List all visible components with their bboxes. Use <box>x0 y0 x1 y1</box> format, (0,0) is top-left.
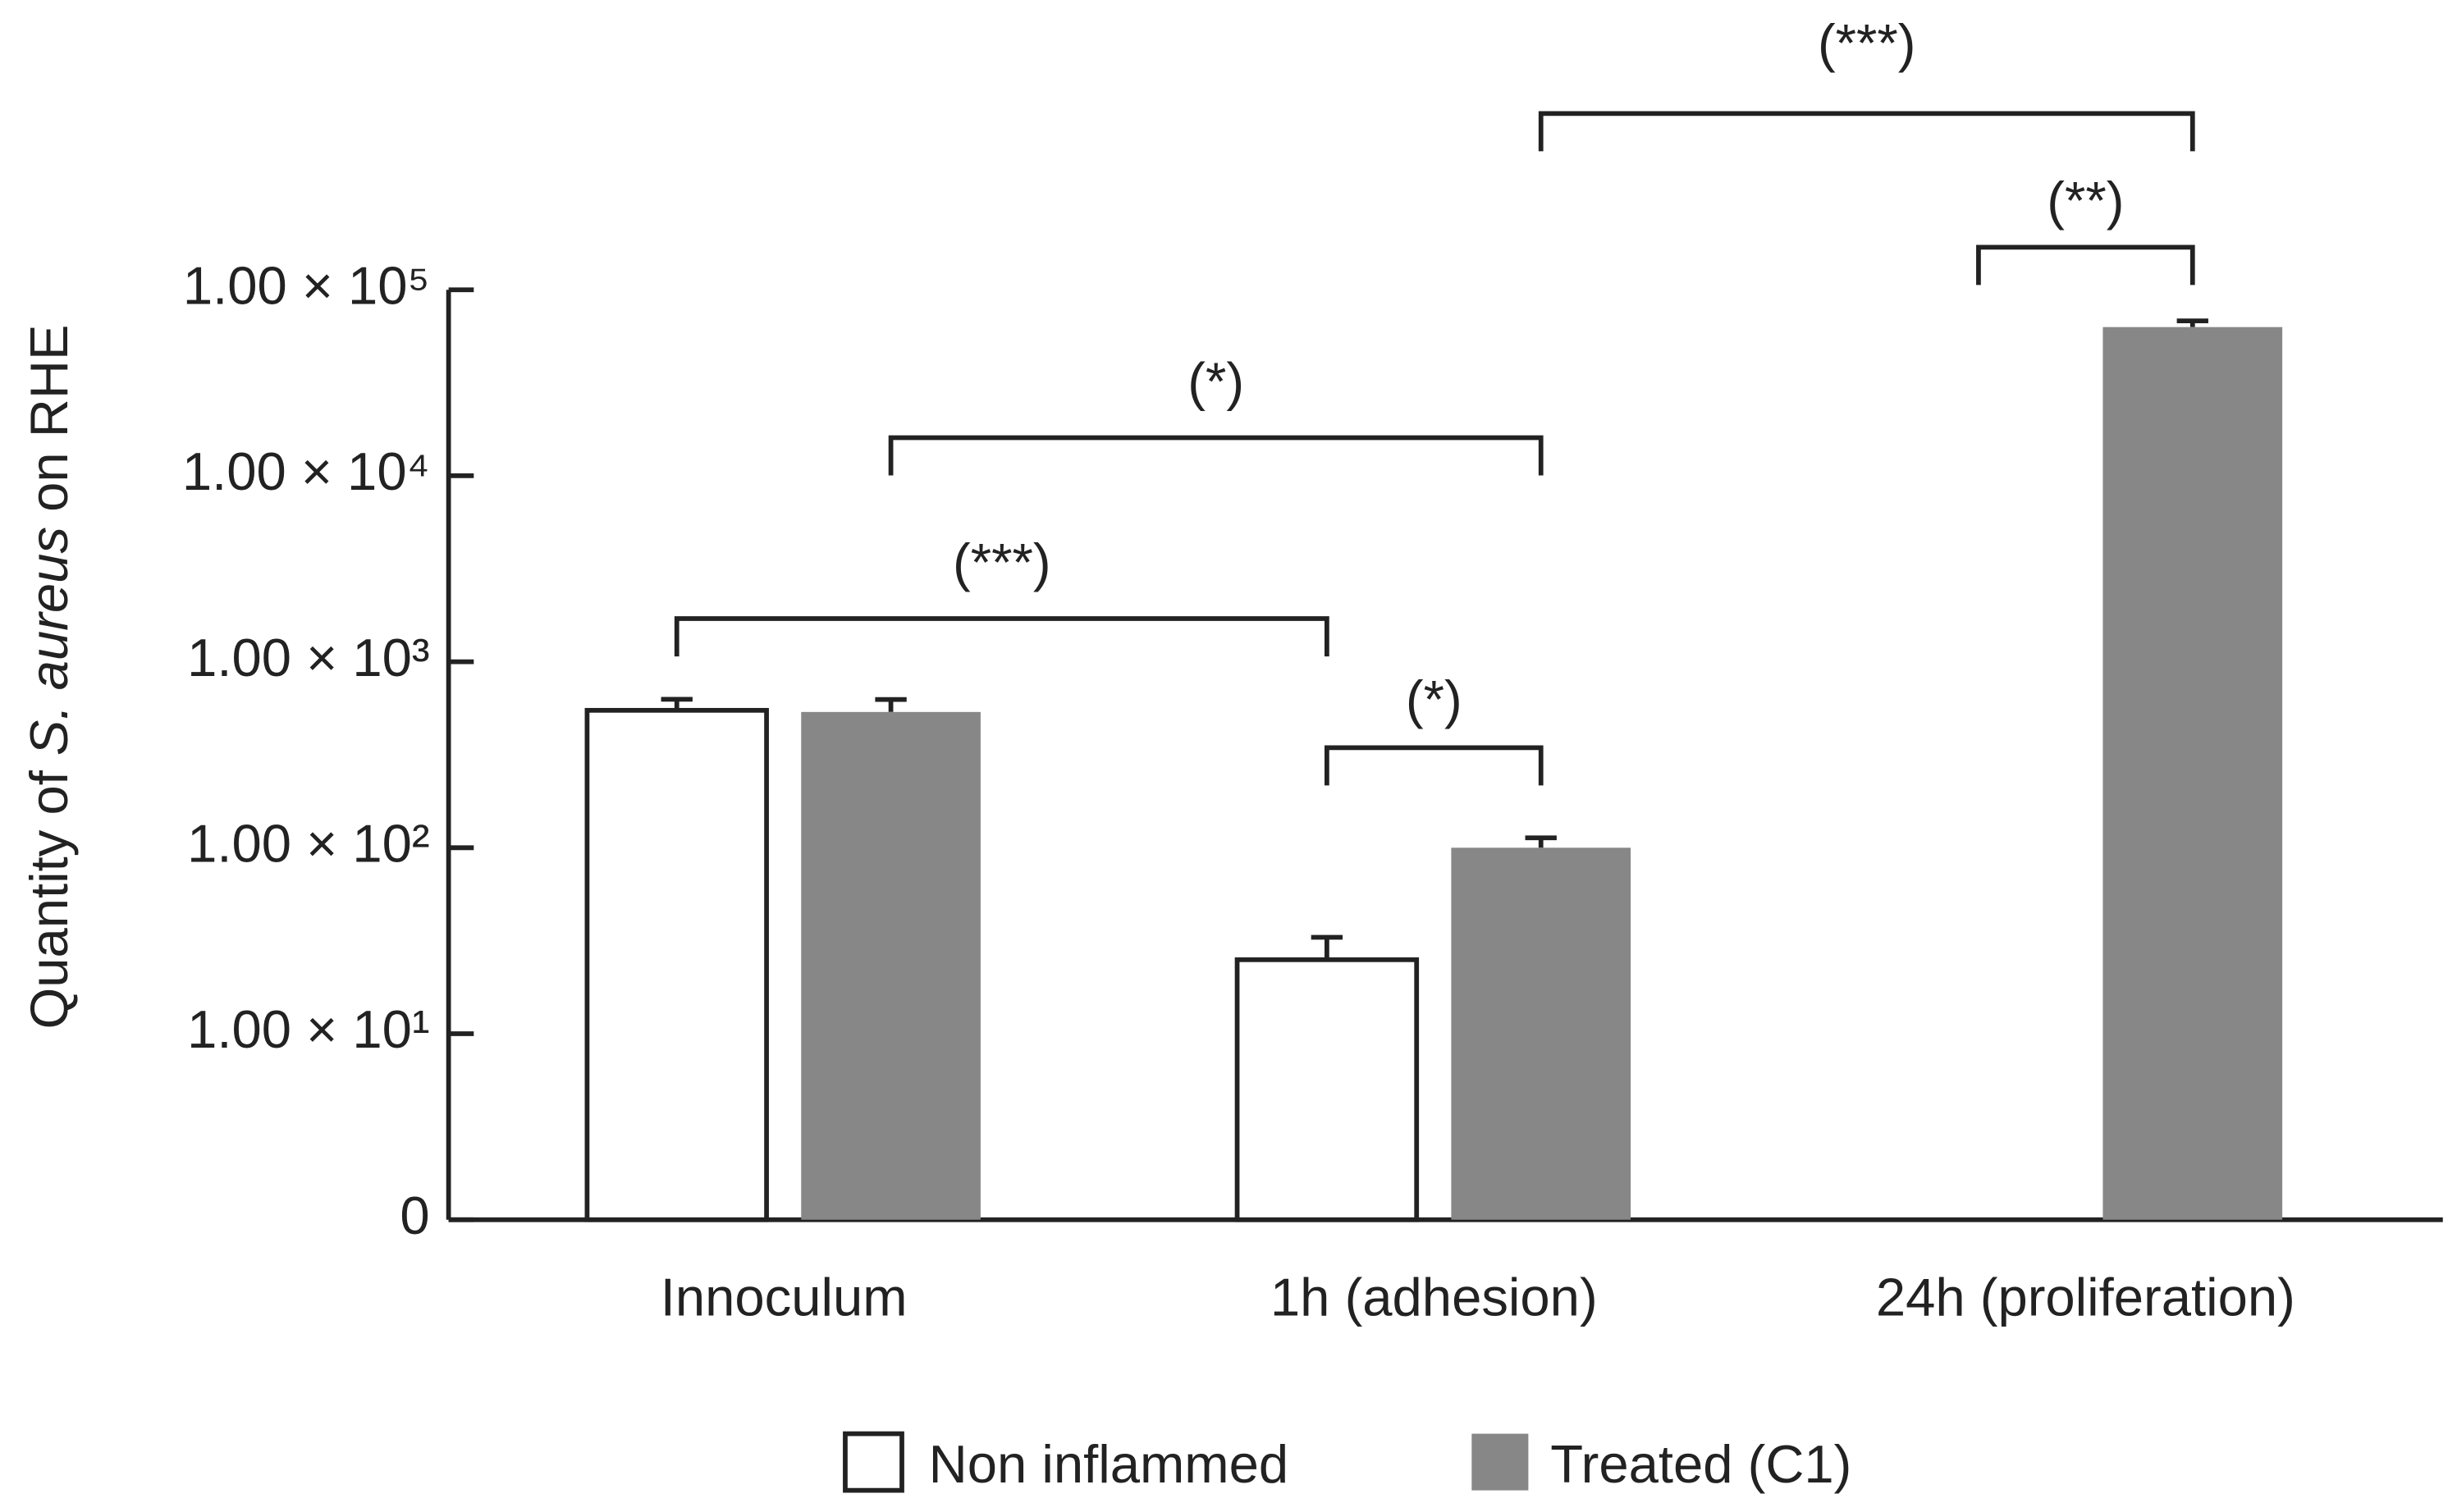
bar <box>1451 847 1631 1220</box>
legend-label: Treated (C1) <box>1550 1434 1851 1494</box>
bar <box>801 711 981 1220</box>
significance-bracket <box>674 616 1329 657</box>
significance-bracket <box>1976 244 2195 285</box>
legend-swatch <box>843 1431 904 1493</box>
annotation: (*) <box>1406 669 1462 729</box>
x-tick-label: 1h (adhesion) <box>1270 1268 1598 1327</box>
significance-bracket <box>1324 745 1544 786</box>
legend-swatch <box>1471 1433 1529 1491</box>
y-tick-label: 1.00 × 10⁵ <box>183 255 430 315</box>
annotation: (***) <box>953 532 1051 592</box>
annotation: (***) <box>1818 13 1916 73</box>
y-axis-label: Quantity of S. aureus on RHE <box>19 325 79 1030</box>
y-label-part: Quantity of <box>19 756 79 1029</box>
annotation: (*) <box>1187 351 1244 411</box>
y-tick-label: 0 <box>400 1185 429 1245</box>
y-tick-label: 1.00 × 10⁴ <box>182 441 430 501</box>
annotation: (**) <box>2047 171 2124 231</box>
bar <box>1234 957 1420 1222</box>
bar <box>2102 327 2283 1220</box>
significance-bracket <box>1538 111 2195 152</box>
y-tick-label: 1.00 × 10³ <box>187 628 429 687</box>
y-label-part: S. aureus <box>19 527 79 756</box>
significance-bracket <box>888 435 1544 476</box>
bar <box>584 707 769 1222</box>
x-tick-label: Innoculum <box>661 1268 908 1327</box>
legend-label: Non inflammed <box>929 1434 1289 1494</box>
y-tick-label: 1.00 × 10² <box>187 814 429 874</box>
y-label-part: on RHE <box>19 325 79 527</box>
y-tick-label: 1.00 × 10¹ <box>187 999 429 1059</box>
x-tick-label: 24h (proliferation) <box>1876 1268 2295 1327</box>
